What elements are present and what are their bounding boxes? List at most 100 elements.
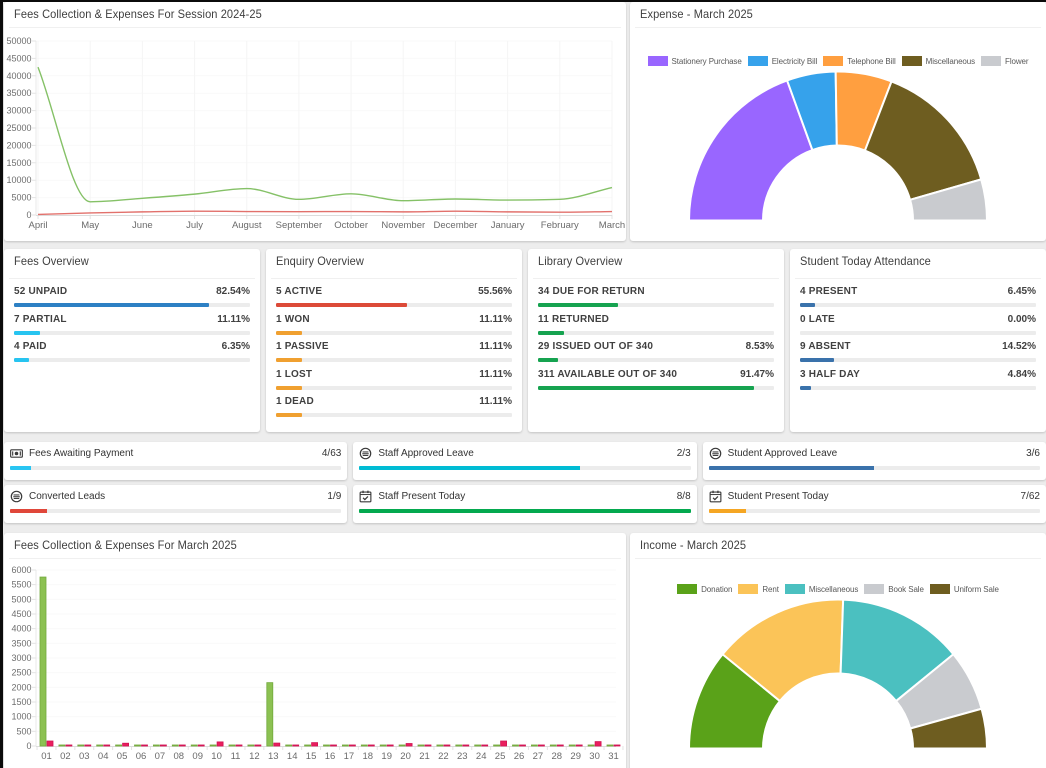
metric-label: 7 PARTIAL [14, 313, 67, 325]
svg-text:25000: 25000 [6, 123, 31, 133]
donut-segment-0[interactable] [688, 79, 814, 222]
metric-percent: 11.11% [479, 396, 512, 408]
legend-item[interactable]: Uniform Sale [929, 584, 999, 594]
svg-text:13: 13 [268, 751, 279, 762]
legend-label: Rent [762, 584, 779, 594]
metric-row: 4 PRESENT 6.45% [800, 286, 1036, 314]
svg-text:20: 20 [400, 751, 411, 762]
bar-chart-svg: 0 500 1000 1500 2000 2500 3000 3500 4000 4500 5000… [11, 565, 624, 762]
progress-track [538, 385, 774, 390]
svg-text:December: December [434, 220, 478, 231]
calendar-check-icon [359, 490, 373, 503]
progress-track [359, 509, 691, 513]
svg-text:22: 22 [438, 751, 449, 762]
stat-line: Fees Awaiting Payment 4/63 [10, 447, 341, 460]
metric-line: 1 WON 11.11% [276, 314, 512, 325]
metric-row: 5 ACTIVE 55.56% [276, 286, 512, 314]
metric-label: 34 DUE FOR RETURN [538, 286, 645, 297]
progress-track [800, 303, 1036, 307]
legend-label: Miscellaneous [808, 584, 859, 594]
progress-track [14, 330, 250, 335]
fees-session-line-chart[interactable]: 0 5000 10000 15000 20000 25000 30000 35000 40000… [4, 28, 626, 241]
progress-track [359, 466, 691, 470]
legend-item[interactable]: Rent [738, 584, 779, 594]
card-header: Fees Collection & Expenses For March 202… [9, 533, 621, 559]
legend-item[interactable]: Telephone Bill [823, 56, 896, 66]
stat-value: 7/62 [1020, 491, 1040, 502]
metric-percent: 6.35% [221, 341, 250, 353]
leave-icon [10, 490, 24, 503]
legend-label: Electricity Bill [771, 56, 818, 66]
income-donut-chart[interactable]: Donation Rent Miscellaneous Book Sale Unifor… [630, 584, 1046, 750]
svg-text:0: 0 [26, 210, 31, 220]
card-title: Library Overview [538, 254, 623, 268]
metric-rows: 5 ACTIVE 55.56% 1 WON 11.11% 1 PASSIVE 11.11%… [266, 279, 522, 424]
stat-card-2: Student Approved Leave 3/6 [702, 442, 1046, 480]
calendar-check-icon [709, 490, 723, 503]
card-income-chart: Income - March 2025 Donation Rent Miscella… [630, 533, 1046, 768]
progress-fill [359, 466, 581, 470]
legend-item[interactable]: Flower [981, 56, 1029, 66]
svg-text:01: 01 [41, 751, 52, 762]
progress-fill [14, 358, 29, 363]
metric-label: 1 LOST [276, 368, 313, 380]
svg-text:15: 15 [306, 751, 317, 762]
metric-percent: 6.45% [1007, 286, 1036, 297]
legend-item[interactable]: Book Sale [864, 584, 924, 594]
leave-icon [359, 447, 373, 460]
legend-label: Stationery Purchase [671, 56, 742, 66]
progress-fill [276, 330, 303, 335]
svg-text:4500: 4500 [11, 609, 31, 619]
svg-text:19: 19 [381, 751, 392, 762]
legend-item[interactable]: Donation [677, 584, 732, 594]
legend-item[interactable]: Stationery Purchase [647, 56, 742, 66]
svg-text:20000: 20000 [6, 140, 31, 150]
metric-percent: 55.56% [478, 286, 512, 297]
svg-text:18: 18 [363, 751, 374, 762]
donut-segment-4[interactable] [909, 707, 988, 750]
progress-track [800, 330, 1036, 335]
progress-fill [538, 330, 564, 335]
legend-item[interactable]: Miscellaneous [901, 56, 975, 66]
svg-text:5500: 5500 [11, 580, 31, 590]
svg-text:10000: 10000 [6, 175, 31, 185]
svg-text:3000: 3000 [11, 653, 31, 663]
metric-label: 1 WON [276, 313, 310, 325]
metric-row: 9 ABSENT 14.52% [800, 341, 1036, 369]
card-title-fees-session: Fees Collection & Expenses For Session 2… [14, 7, 262, 21]
metric-line: 311 AVAILABLE OUT OF 340 91.47% [538, 369, 774, 380]
metric-line: 4 PAID 6.35% [14, 341, 250, 352]
svg-text:6000: 6000 [11, 565, 31, 575]
chart-legend: Donation Rent Miscellaneous Book Sale Unifor… [630, 584, 1046, 594]
metric-line: 4 PRESENT 6.45% [800, 286, 1036, 297]
metric-percent: 11.11% [479, 368, 512, 380]
progress-fill [14, 303, 209, 307]
progress-fill [800, 358, 835, 363]
donut-wrap [630, 598, 1046, 750]
metric-label: 3 HALF DAY [800, 368, 860, 380]
expense-donut-chart[interactable]: Stationery Purchase Electricity Bill Telep… [630, 56, 1046, 222]
donut-segment-4[interactable] [909, 178, 988, 222]
fees-march-bar-chart[interactable]: 0 500 1000 1500 2000 2500 3000 3500 4000 4500 5000… [4, 559, 626, 768]
stat-card-4: Staff Present Today 8/8 [353, 485, 697, 523]
svg-text:26: 26 [514, 751, 525, 762]
metric-row: 7 PARTIAL 11.11% [14, 314, 250, 342]
legend-swatch [677, 584, 698, 594]
metric-line: 1 PASSIVE 11.11% [276, 341, 512, 352]
legend-item[interactable]: Miscellaneous [784, 584, 859, 594]
chart-legend: Stationery Purchase Electricity Bill Telep… [630, 56, 1046, 66]
metric-rows: 52 UNPAID 82.54% 7 PARTIAL 11.11% 4 PAID 6.35… [4, 279, 260, 369]
card-title-income: Income - March 2025 [640, 538, 747, 552]
svg-text:August: August [232, 220, 262, 231]
stat-card-5: Student Present Today 7/62 [702, 485, 1046, 523]
svg-text:09: 09 [192, 751, 203, 762]
progress-fill [708, 509, 747, 513]
svg-text:5000: 5000 [11, 594, 31, 604]
card-header: Fees Overview [9, 249, 255, 279]
metric-row: 52 UNPAID 82.54% [14, 286, 250, 314]
legend-item[interactable]: Electricity Bill [747, 56, 818, 66]
svg-text:27: 27 [533, 751, 544, 762]
svg-text:12: 12 [249, 751, 260, 762]
progress-track [10, 509, 342, 513]
metric-percent: 91.47% [740, 368, 774, 380]
